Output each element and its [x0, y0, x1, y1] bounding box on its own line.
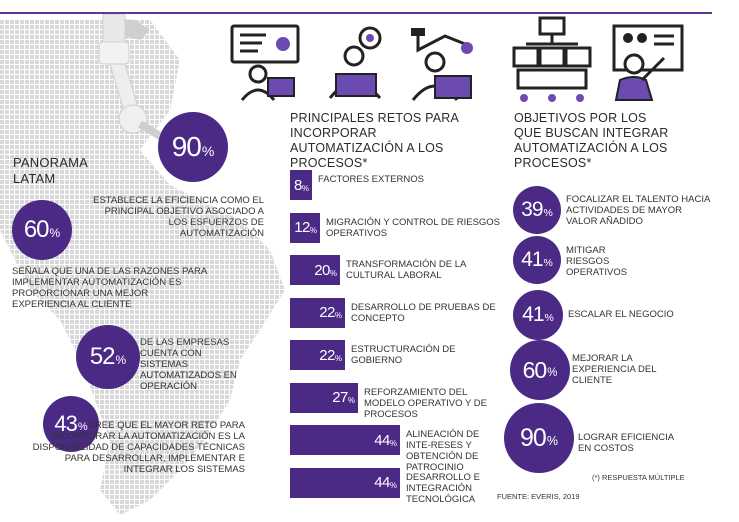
bar-row: 22% DESARROLLO DE PRUEBAS DE CONCEPTO: [290, 297, 500, 334]
bar: 8%: [290, 170, 312, 200]
robot-arm-laptop-icon: [411, 28, 473, 101]
stat-unit: %: [115, 353, 127, 367]
objetivo-circle-talent: 39%: [513, 186, 561, 234]
objetivo-text-risks: MITIGAR RIESGOS OPERATIVOS: [566, 245, 628, 278]
stat-circle-customer: 60%: [12, 200, 72, 260]
bar-value-label: 8: [294, 176, 302, 194]
bar-unit-label: %: [309, 226, 317, 235]
bar-value-label: 27: [332, 389, 348, 406]
objetivo-unit: %: [543, 206, 553, 219]
stat-circle-challenge: 43%: [43, 396, 99, 452]
objetivo-circle-costs: 90%: [504, 403, 574, 473]
bar-row: 22% ESTRUCTURACIÓN DE GOBIERNO: [290, 340, 500, 376]
bar: 44%: [290, 467, 400, 498]
footnote-multiple-answer: (*) RESPUESTA MÚLTIPLE: [592, 473, 685, 482]
panorama-title: PANORAMA LATAM: [13, 155, 88, 186]
bar-value-label: 12: [294, 219, 310, 236]
objetivo-text-scale: ESCALAR EL NEGOCIO: [568, 309, 674, 320]
objetivo-text-customer: MEJORAR LA EXPERIENCIA DEL CLIENTE: [572, 353, 657, 386]
bar-category-label: ESTRUCTURACIÓN DE GOBIERNO: [351, 344, 456, 366]
bar-row: 44% ALINEACIÓN DE INTE-RESES Y OBTENCIÓN …: [290, 425, 500, 473]
bar-category-label: FACTORES EXTERNOS: [318, 174, 424, 185]
stat-value: 60: [23, 216, 50, 243]
bar-value-label: 22: [319, 304, 335, 321]
bar: 22%: [290, 340, 345, 370]
objetivo-value: 60: [522, 356, 548, 383]
bar-category-label: REFORZAMIENTO DEL MODELO OPERATIVO Y DE …: [364, 386, 488, 420]
flowchart-icon: [512, 16, 592, 102]
objetivo-circle-customer: 60%: [510, 340, 570, 400]
stat-value: 52: [89, 343, 116, 370]
bar-value-label: 22: [319, 346, 335, 364]
stat-circle-efficiency: 90%: [158, 112, 228, 182]
objetivo-unit: %: [543, 256, 553, 269]
bar-unit-label: %: [347, 396, 355, 405]
worker-laptop-gear-icon: [328, 26, 382, 99]
stat-unit: %: [201, 142, 215, 159]
stat-text-efficiency: ESTABLECE LA EFICIENCIA COMO EL PRINCIPA…: [93, 195, 264, 239]
retos-title: PRINCIPALES RETOS PARA INCORPORAR AUTOMA…: [290, 111, 459, 170]
bar-category-label: DESARROLLO E INTEGRACIÓN TECNOLÓGICA: [406, 471, 480, 505]
bar-value-label: 44: [374, 474, 390, 491]
bar: 12%: [290, 212, 320, 243]
stat-text-systems: DE LAS EMPRESAS CUENTA CON SISTEMAS AUTO…: [140, 337, 237, 392]
bar-category-label: DESARROLLO DE PRUEBAS DE CONCEPTO: [351, 301, 496, 324]
stat-unit: %: [49, 226, 61, 240]
objetivo-unit: %: [547, 366, 558, 379]
stat-value: 90: [171, 131, 202, 162]
bar-unit-label: %: [329, 268, 337, 278]
bar-unit-label: %: [389, 438, 397, 448]
bar-value-label: 20: [314, 261, 330, 279]
objetivo-value: 41: [522, 303, 544, 326]
bar-row: 8% FACTORES EXTERNOS: [290, 170, 500, 206]
objetivo-text-costs: LOGRAR EFICIENCIA EN COSTOS: [578, 432, 674, 454]
objetivo-unit: %: [544, 311, 554, 324]
bar-unit-label: %: [389, 481, 397, 490]
bar-category-label: ALINEACIÓN DE INTE-RESES Y OBTENCIÓN DE …: [406, 429, 480, 473]
bar: 20%: [290, 255, 340, 285]
bar-row: 20% TRANSFORMACIÓN DE LA CULTURAL LABORAL: [290, 255, 500, 291]
bar: 27%: [290, 382, 358, 413]
bar-value-label: 44: [374, 431, 390, 449]
bar-category-label: MIGRACIÓN Y CONTROL DE RIESGOS OPERATIVO…: [326, 216, 501, 239]
robot-arm-icon: [98, 14, 168, 143]
source-note: FUENTE: EVERIS, 2019: [497, 492, 580, 501]
objetivo-circle-risks: 41%: [513, 236, 561, 284]
objetivo-circle-scale: 41%: [513, 290, 563, 340]
bar: 44%: [290, 425, 400, 455]
objetivo-value: 90: [520, 423, 547, 452]
top-divider-line: [0, 12, 712, 14]
objetivo-value: 39: [521, 198, 543, 221]
bar: 22%: [290, 297, 345, 328]
bar-unit-label: %: [334, 353, 342, 363]
stat-text-challenge: CREE QUE EL MAYOR RETO PARA INCORPORAR L…: [32, 420, 245, 475]
objetivos-title: OBJETIVOS POR LOS QUE BUSCAN INTEGRAR AU…: [514, 111, 669, 170]
objetivo-text-talent: FOCALIZAR EL TALENTO HACIA ACTIVIDADES D…: [566, 194, 710, 227]
stat-value: 43: [54, 411, 78, 436]
presentation-screen-icon: [230, 24, 300, 101]
stat-text-customer: SEÑALA QUE UNA DE LAS RAZONES PARA IMPLE…: [12, 266, 207, 310]
bar-unit-label: %: [334, 311, 342, 320]
bar-unit-label: %: [301, 183, 309, 193]
bar-row: 12% MIGRACIÓN Y CONTROL DE RIESGOS OPERAT…: [290, 212, 501, 249]
bar-row: 44% DESARROLLO E INTEGRACIÓN TECNOLÓGICA: [290, 467, 500, 505]
teacher-board-icon: [612, 24, 684, 101]
objetivo-value: 41: [521, 248, 543, 271]
stat-circle-systems: 52%: [76, 325, 140, 389]
objetivo-unit: %: [546, 434, 558, 449]
bar-category-label: TRANSFORMACIÓN DE LA CULTURAL LABORAL: [346, 259, 466, 281]
bar-row: 27% REFORZAMIENTO DEL MODELO OPERATIVO Y …: [290, 382, 500, 420]
stat-unit: %: [77, 420, 88, 433]
